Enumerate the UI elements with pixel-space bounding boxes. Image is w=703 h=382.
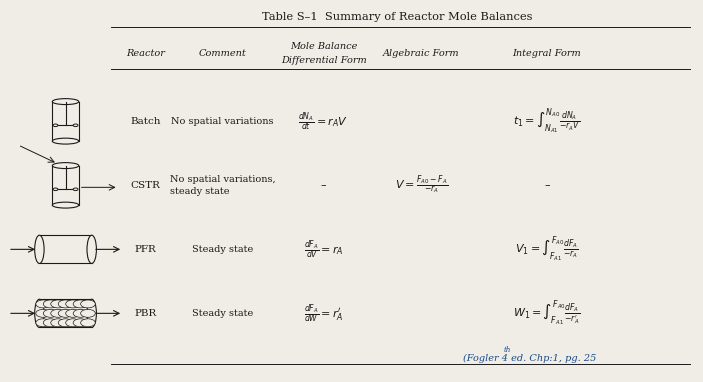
Text: $W_1 = \int_{F_{A1}}^{F_{A0}} \frac{dF_A}{-r_A^{\prime}}$: $W_1 = \int_{F_{A1}}^{F_{A0}} \frac{dF_A…	[513, 298, 581, 328]
Text: Mole Balance: Mole Balance	[290, 42, 357, 51]
Text: ed. Chp:1, pg. 25: ed. Chp:1, pg. 25	[508, 354, 597, 363]
Circle shape	[44, 319, 58, 327]
Circle shape	[81, 309, 96, 317]
Circle shape	[53, 124, 58, 126]
Text: PBR: PBR	[135, 309, 157, 318]
Ellipse shape	[52, 99, 79, 105]
Circle shape	[73, 188, 78, 191]
Ellipse shape	[52, 163, 79, 168]
Circle shape	[51, 300, 65, 308]
Text: Algebraic Form: Algebraic Form	[383, 49, 460, 58]
Circle shape	[73, 124, 78, 126]
Circle shape	[65, 309, 80, 317]
Circle shape	[44, 300, 58, 308]
Text: $\frac{dF_A}{dV} = r_A$: $\frac{dF_A}{dV} = r_A$	[304, 238, 344, 261]
Circle shape	[65, 300, 80, 308]
Text: No spatial variations: No spatial variations	[172, 117, 273, 126]
Ellipse shape	[52, 138, 79, 144]
Text: Batch: Batch	[131, 117, 161, 126]
Circle shape	[81, 319, 96, 327]
Ellipse shape	[52, 202, 79, 208]
Ellipse shape	[87, 299, 96, 327]
Text: Table S–1  Summary of Reactor Mole Balances: Table S–1 Summary of Reactor Mole Balanc…	[262, 12, 532, 22]
Text: –: –	[544, 180, 550, 190]
Text: $t_1 = \int_{N_{A1}}^{N_{A0}} \frac{dN_A}{-r_A V}$: $t_1 = \int_{N_{A1}}^{N_{A0}} \frac{dN_A…	[513, 107, 581, 136]
Text: (Fogler 4: (Fogler 4	[463, 354, 508, 363]
Text: th: th	[503, 346, 511, 354]
Ellipse shape	[87, 235, 96, 264]
Text: Integral Form: Integral Form	[512, 49, 581, 58]
Ellipse shape	[34, 235, 44, 264]
Circle shape	[53, 188, 58, 191]
Circle shape	[36, 319, 51, 327]
Circle shape	[36, 309, 51, 317]
Text: Steady state: Steady state	[192, 309, 253, 318]
Circle shape	[51, 319, 65, 327]
Circle shape	[36, 300, 51, 308]
Circle shape	[73, 319, 88, 327]
Text: $V = \frac{F_{A0}-F_A}{-r_A}$: $V = \frac{F_{A0}-F_A}{-r_A}$	[394, 174, 448, 197]
Circle shape	[44, 309, 58, 317]
Text: Reactor: Reactor	[127, 49, 165, 58]
Circle shape	[81, 300, 96, 308]
Circle shape	[73, 300, 88, 308]
Circle shape	[58, 300, 73, 308]
Circle shape	[73, 309, 88, 317]
Ellipse shape	[34, 299, 44, 327]
Circle shape	[58, 319, 73, 327]
Circle shape	[58, 309, 73, 317]
Text: Comment: Comment	[199, 49, 246, 58]
Text: Steady state: Steady state	[192, 245, 253, 254]
Text: $\frac{dF_A}{dW} = r_A^{\prime}$: $\frac{dF_A}{dW} = r_A^{\prime}$	[304, 302, 344, 325]
Text: No spatial variations,
steady state: No spatial variations, steady state	[169, 175, 276, 196]
Circle shape	[51, 309, 65, 317]
Circle shape	[65, 319, 80, 327]
Text: PFR: PFR	[135, 245, 157, 254]
Text: CSTR: CSTR	[131, 181, 161, 190]
Text: $V_1 = \int_{F_{A1}}^{F_{A0}} \frac{dF_A}{-r_A}$: $V_1 = \int_{F_{A1}}^{F_{A0}} \frac{dF_A…	[515, 235, 579, 264]
Text: Differential Form: Differential Form	[280, 56, 366, 65]
Text: $\frac{dN_A}{dt} = r_A V$: $\frac{dN_A}{dt} = r_A V$	[299, 110, 349, 133]
Text: –: –	[321, 180, 326, 190]
